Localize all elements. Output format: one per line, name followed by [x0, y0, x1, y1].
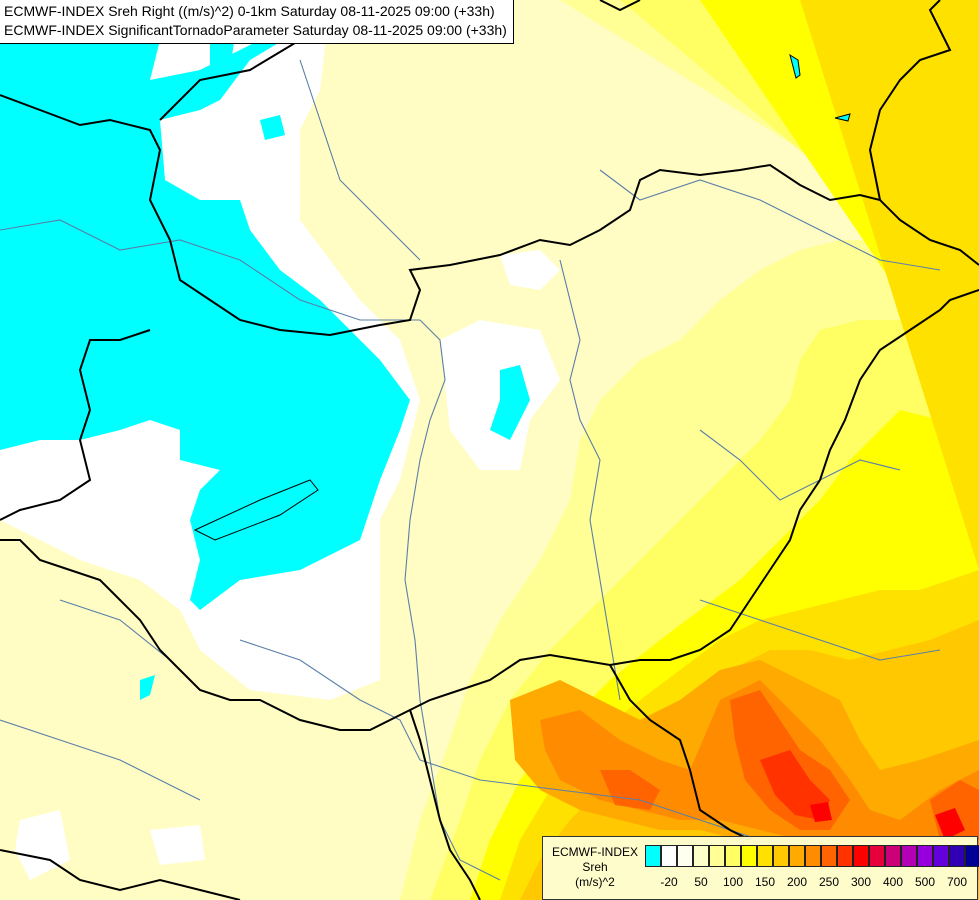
legend-swatch	[789, 845, 805, 867]
legend-title: ECMWF-INDEX Sreh (m/s)^2	[547, 845, 643, 890]
legend-swatch	[965, 845, 979, 867]
legend-swatch	[645, 845, 661, 867]
legend-ticks: -20 50 100 150 200 250 300 400 500 700	[645, 875, 975, 891]
legend-swatch	[741, 845, 757, 867]
legend-swatch	[949, 845, 965, 867]
legend-swatch	[885, 845, 901, 867]
lakes	[193, 53, 851, 541]
cyan-shading	[0, 0, 620, 700]
legend-tick-label: 250	[818, 875, 840, 889]
legend-tick-label: 300	[850, 875, 872, 889]
legend-swatch	[725, 845, 741, 867]
legend-swatch	[757, 845, 773, 867]
legend-swatch	[933, 845, 949, 867]
legend-tick-label: 150	[754, 875, 776, 889]
legend-tick-label: 500	[914, 875, 936, 889]
legend-swatch	[837, 845, 853, 867]
legend-swatch	[693, 845, 709, 867]
legend-swatch	[773, 845, 789, 867]
legend-swatch	[805, 845, 821, 867]
legend-swatch	[853, 845, 869, 867]
legend-swatch	[869, 845, 885, 867]
color-legend: ECMWF-INDEX Sreh (m/s)^2 -20 50 100 150 200 2…	[542, 836, 979, 900]
legend-tick-label: 700	[946, 875, 968, 889]
legend-tick-label: -20	[660, 875, 678, 889]
legend-swatch	[901, 845, 917, 867]
legend-tick-label: 200	[786, 875, 808, 889]
title-line-stp: ECMWF-INDEX SignificantTornadoParameter …	[4, 22, 507, 38]
legend-swatch	[917, 845, 933, 867]
legend-swatch	[821, 845, 837, 867]
legend-swatch	[677, 845, 693, 867]
map-title-box: ECMWF-INDEX Sreh Right ((m/s)^2) 0-1km S…	[0, 0, 514, 44]
legend-swatch	[709, 845, 725, 867]
sreh-shading	[400, 0, 979, 900]
legend-tick-label: 400	[882, 875, 904, 889]
legend-title-line2: Sreh	[582, 860, 608, 874]
legend-swatches	[645, 845, 979, 867]
legend-title-line3: (m/s)^2	[575, 875, 615, 889]
title-line-sreh: ECMWF-INDEX Sreh Right ((m/s)^2) 0-1km S…	[4, 3, 495, 19]
legend-tick-label: 50	[694, 875, 708, 889]
legend-swatch	[661, 845, 677, 867]
legend-tick-label: 100	[722, 875, 744, 889]
rivers	[0, 59, 941, 891]
legend-title-line1: ECMWF-INDEX	[552, 845, 638, 859]
